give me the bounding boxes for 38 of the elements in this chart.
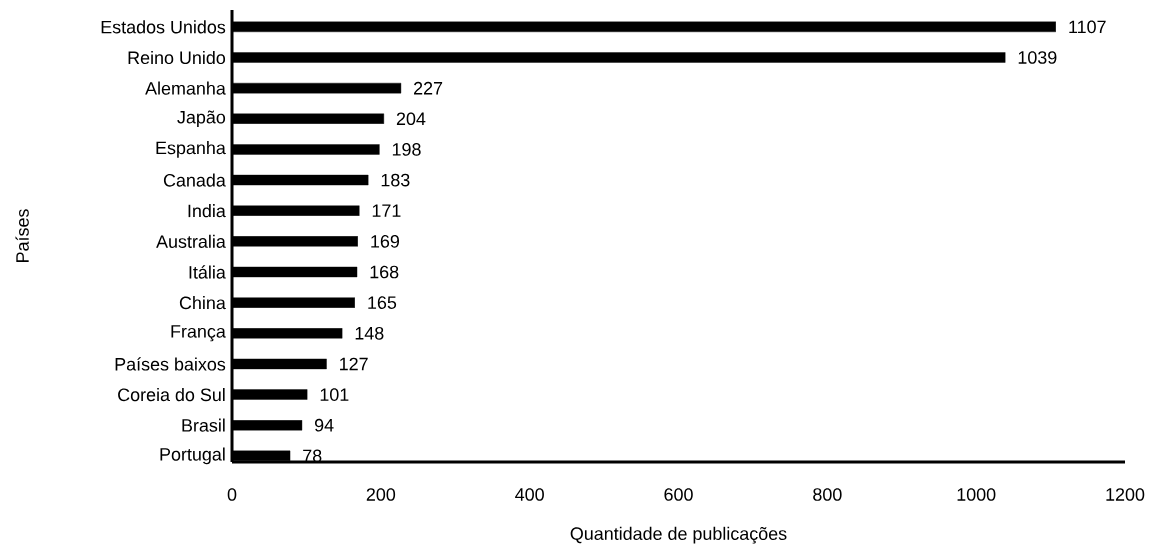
data-label: 204 bbox=[396, 112, 426, 126]
y-tick-label: França bbox=[171, 325, 226, 342]
y-tick-label: Japão bbox=[177, 110, 226, 128]
data-label: 165 bbox=[368, 296, 397, 309]
y-tick-label: Coreia do Sul bbox=[118, 387, 225, 402]
y-tick-label: Canada bbox=[163, 173, 226, 187]
x-tick-label: 800 bbox=[813, 488, 842, 501]
data-label: 171 bbox=[372, 204, 401, 217]
data-label: 1107 bbox=[1069, 20, 1106, 34]
x-tick-label: 200 bbox=[366, 488, 396, 501]
x-tick-label: 600 bbox=[664, 488, 693, 501]
y-tick-label: Espanha bbox=[156, 141, 226, 158]
data-label: 94 bbox=[314, 418, 334, 432]
y-tick-label: China bbox=[179, 296, 226, 310]
x-tick-label: 1000 bbox=[957, 488, 996, 501]
y-tick-label: Brasil bbox=[182, 418, 225, 432]
y-tick-label: India bbox=[188, 204, 226, 218]
data-label: 198 bbox=[392, 143, 421, 156]
data-label: 101 bbox=[320, 388, 349, 401]
x-tick-label: 1200 bbox=[1106, 488, 1145, 501]
data-label: 169 bbox=[371, 234, 400, 248]
x-axis-title: Quantidade de publicações bbox=[570, 526, 787, 544]
y-tick-label: Itália bbox=[189, 265, 226, 279]
y-tick-label: Alemanha bbox=[145, 81, 226, 95]
data-label: 183 bbox=[381, 173, 410, 187]
data-label: 168 bbox=[370, 265, 399, 279]
y-tick-label: Australia bbox=[156, 234, 226, 248]
data-label: 1039 bbox=[1018, 51, 1057, 64]
y-tick-label: Estados Unidos bbox=[101, 20, 226, 34]
y-tick-label: Países baixos bbox=[115, 357, 226, 371]
y-axis-title: Países bbox=[15, 209, 29, 262]
y-tick-label: Portugal bbox=[160, 447, 225, 465]
x-tick-label: 0 bbox=[227, 488, 237, 501]
data-label: 148 bbox=[355, 326, 384, 340]
data-label: 127 bbox=[340, 357, 368, 371]
data-label: 227 bbox=[414, 81, 443, 95]
x-tick-label: 400 bbox=[515, 488, 544, 501]
y-tick-label: Reino Unido bbox=[128, 50, 226, 65]
